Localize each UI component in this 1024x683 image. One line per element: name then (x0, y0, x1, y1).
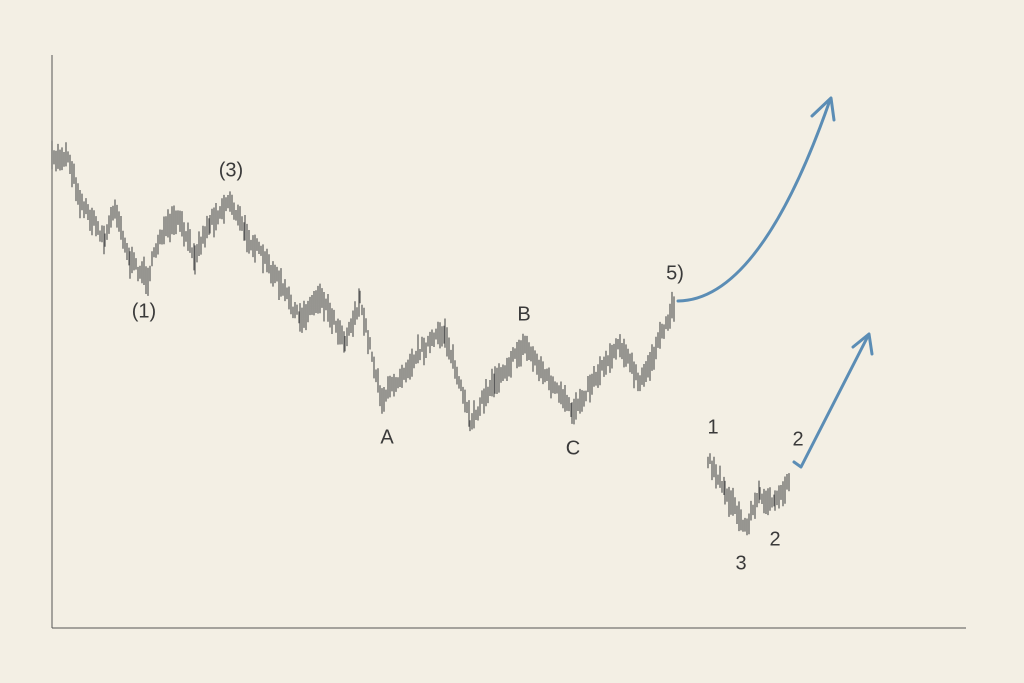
price-bars (707, 453, 790, 536)
wave-label: A (380, 426, 394, 448)
wave-label: 2 (792, 428, 803, 450)
wave-label: C (566, 437, 580, 459)
wave-label: 2 (769, 528, 780, 550)
wave-label: B (517, 303, 530, 325)
wave-label: 1 (707, 416, 718, 438)
arrow (676, 98, 832, 303)
wave-label: (1) (132, 300, 156, 322)
price-bars (51, 140, 675, 432)
wave-label: 3 (735, 552, 746, 574)
wave-label: (3) (219, 159, 243, 181)
arrow (792, 334, 870, 469)
arrow-head (851, 332, 874, 356)
wave-label: 5) (666, 262, 684, 284)
arrow-head (810, 96, 836, 122)
